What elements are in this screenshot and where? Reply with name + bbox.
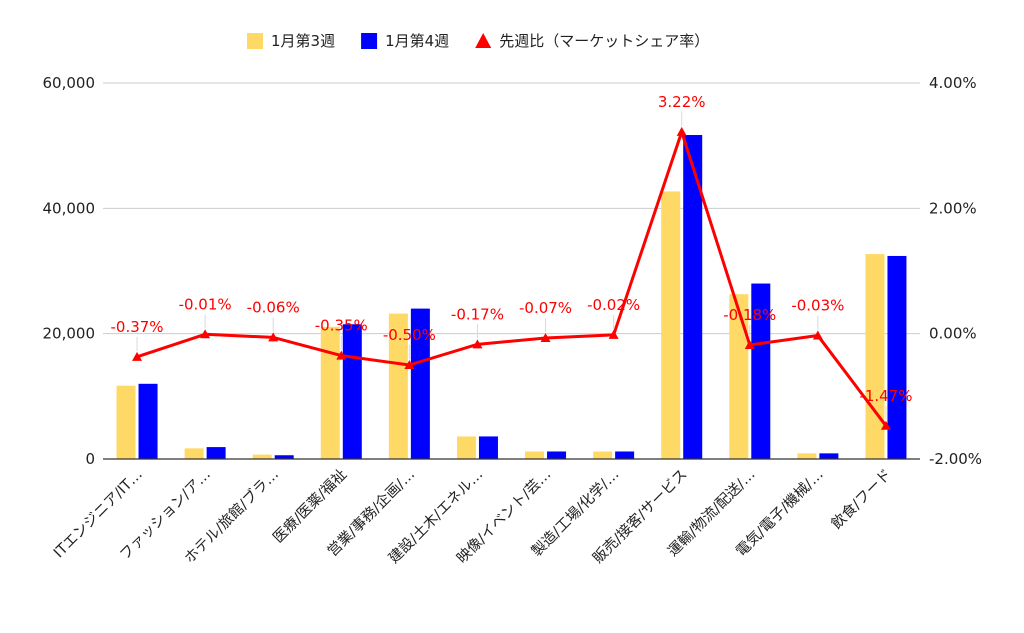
bar-week4 <box>683 135 703 459</box>
data-label: -0.03% <box>791 297 844 315</box>
y-axis-right: -2.00% 0.00% 2.00% 4.00% <box>929 74 982 468</box>
bar-week4 <box>478 436 498 459</box>
data-label: -0.50% <box>383 326 436 344</box>
legend: 1月第3週 1月第4週 先週比（マーケットシェア率） <box>247 32 709 50</box>
y-right-tick-label: -2.00% <box>929 450 982 468</box>
legend-label: 1月第3週 <box>271 32 335 50</box>
data-label: -0.37% <box>111 318 164 336</box>
bar-week3 <box>388 313 408 459</box>
bar-week3 <box>729 294 749 459</box>
triangle-marker <box>472 339 483 349</box>
legend-label: 1月第4週 <box>385 32 449 50</box>
legend-swatch <box>247 33 263 49</box>
triangle-marker <box>812 330 823 340</box>
legend-label: 先週比（マーケットシェア率） <box>499 32 709 50</box>
y-left-tick-label: 40,000 <box>43 199 96 217</box>
triangle-marker <box>200 329 211 339</box>
triangle-marker <box>336 350 347 360</box>
legend-swatch <box>361 33 378 49</box>
bar-week3 <box>456 436 476 459</box>
x-tick-label: 飲食/フード <box>828 466 895 533</box>
bars <box>116 135 907 459</box>
triangle-marker <box>676 126 687 136</box>
triangle-marker <box>880 420 891 430</box>
share-change-polyline <box>136 130 888 427</box>
data-label: -0.07% <box>519 299 572 317</box>
bar-week4 <box>410 308 430 459</box>
y-right-tick-label: 2.00% <box>929 199 977 217</box>
data-label: -1.47% <box>859 387 912 405</box>
bar-week4 <box>206 447 226 459</box>
triangle-marker <box>132 351 143 361</box>
bar-week4 <box>547 451 567 459</box>
triangle-marker <box>404 360 415 369</box>
data-label: -0.01% <box>179 295 232 313</box>
bar-week3 <box>116 385 136 459</box>
bar-week4 <box>615 451 635 459</box>
bar-week3 <box>320 326 340 459</box>
data-label: -0.35% <box>315 317 368 335</box>
bar-week4 <box>751 283 771 459</box>
bar-week4 <box>887 255 907 459</box>
y-axis-left: 0 20,000 40,000 60,000 <box>43 74 96 468</box>
x-axis: ITエンジニア/IT…ファッション/ア…ホテル/旅館/ブラ…医療/医薬/福祉営業… <box>51 465 895 567</box>
data-label: 3.22% <box>658 93 706 111</box>
bar-week3 <box>797 453 817 459</box>
data-label: -0.02% <box>587 296 640 314</box>
triangle-marker <box>744 339 755 349</box>
bar-week3 <box>865 254 885 459</box>
bar-week4 <box>274 455 294 459</box>
data-label: -0.18% <box>723 306 776 324</box>
bar-week3 <box>593 451 613 459</box>
gridlines <box>103 82 920 335</box>
y-left-tick-label: 60,000 <box>43 74 96 92</box>
share-change-line: -0.37% -0.01% -0.06% -0.35% -0.50% -0.17% -0.0… <box>111 93 912 430</box>
bar-week4 <box>138 383 158 459</box>
y-left-tick-label: 20,000 <box>43 325 96 343</box>
data-label: -0.06% <box>247 298 300 316</box>
data-label: -0.17% <box>451 305 504 323</box>
bar-week4 <box>342 324 362 459</box>
y-right-tick-label: 4.00% <box>929 74 977 92</box>
bar-week3 <box>184 448 204 459</box>
legend-triangle-icon <box>475 33 492 48</box>
bar-week4 <box>819 453 839 459</box>
y-left-tick-label: 0 <box>85 450 95 468</box>
bar-week3 <box>525 451 545 459</box>
bar-week3 <box>661 191 681 459</box>
bar-week3 <box>252 454 272 459</box>
triangle-marker <box>540 333 551 343</box>
triangle-marker <box>268 332 279 342</box>
y-right-tick-label: 0.00% <box>929 325 977 343</box>
triangle-marker <box>608 329 619 339</box>
